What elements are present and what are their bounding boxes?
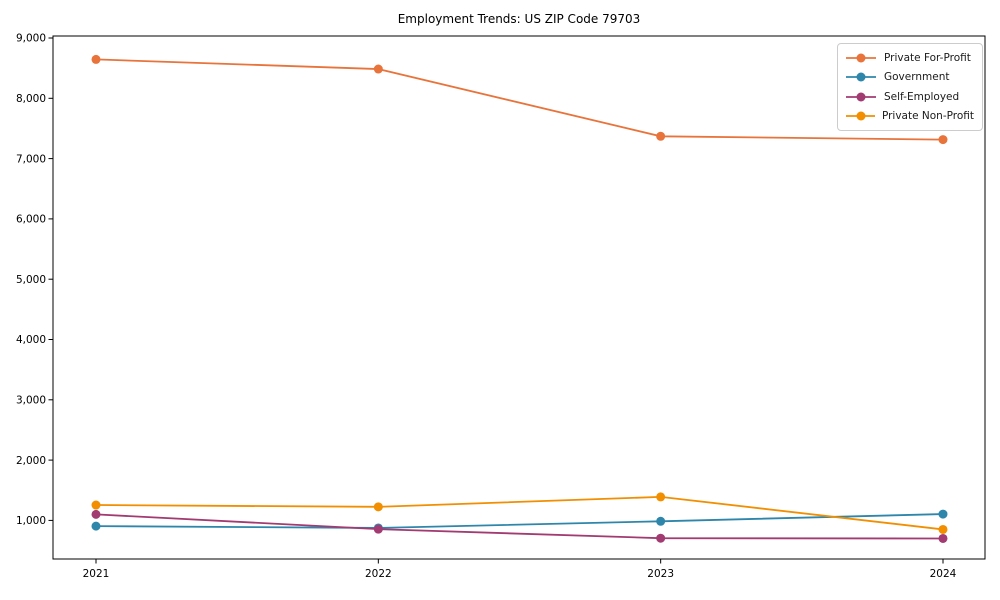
legend-marker-icon [846,92,876,102]
chart-title: Employment Trends: US ZIP Code 79703 [397,12,641,26]
y-tick-label: 7,000 [16,153,46,165]
legend: Private For-Profit Government Self-Employe… [837,43,983,131]
y-tick-label: 5,000 [16,274,46,286]
legend-item-government: Government [845,69,974,86]
x-tick-label: 2022 [365,568,392,580]
x-tick-label: 2023 [647,568,674,580]
legend-marker-icon [846,111,875,121]
data-point-government [91,521,101,531]
data-point-private-non-profit [91,500,101,510]
series-line-private-non-profit [95,495,944,531]
y-tick-label: 3,000 [16,395,46,407]
legend-marker-icon [846,53,876,62]
data-point-self-employed [373,524,383,534]
legend-item-private-for-profit: Private For-Profit [845,49,974,66]
data-point-private-non-profit [373,502,383,512]
legend-label: Government [884,71,950,84]
data-point-government [656,516,666,526]
series-line-private-for-profit [95,58,944,141]
series-line-self-employed [95,513,944,540]
legend-label: Self-Employed [884,90,960,103]
data-point-private-for-profit [938,135,948,145]
data-point-private-non-profit [656,492,666,502]
y-tick-label: 4,000 [16,334,46,346]
data-point-private-non-profit [938,524,948,534]
axes-frame [52,35,986,560]
data-point-self-employed [938,533,948,543]
y-tick-label: 2,000 [16,455,46,467]
data-point-self-employed [91,509,101,519]
y-tick-label: 6,000 [16,214,46,226]
series-line-government [95,513,944,529]
y-tick-label: 1,000 [16,515,46,527]
y-tick-label: 8,000 [16,93,46,105]
x-tick-label: 2024 [930,568,957,580]
y-tick-label: 9,000 [16,33,46,45]
data-point-government [938,509,948,519]
x-tick-label: 2021 [83,568,110,580]
legend-item-self-employed: Self-Employed [845,88,974,105]
legend-item-private-non-profit: Private Non-Profit [845,108,974,125]
data-point-private-for-profit [373,64,383,74]
legend-label: Private Non-Profit [881,110,974,123]
legend-marker-icon [846,72,876,82]
data-point-self-employed [656,533,666,543]
legend-label: Private For-Profit [884,51,971,64]
data-point-private-for-profit [656,131,666,141]
data-point-private-for-profit [91,54,101,64]
